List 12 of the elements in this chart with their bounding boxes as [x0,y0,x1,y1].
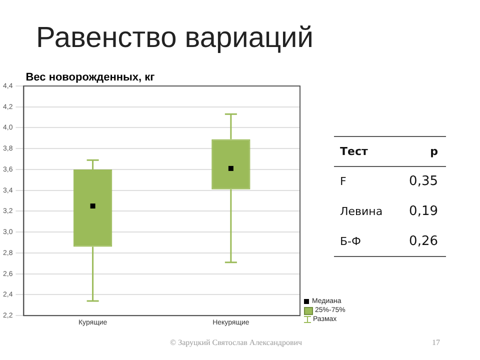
text: Б-Ф [339,234,362,250]
text: 17 [432,338,440,347]
text: p [429,144,439,160]
text: © Заруцкий Святослав Александрович [170,338,302,347]
text: 0,19 [408,203,439,221]
text: Тест [339,144,369,160]
y-axis-title: Вес новорожденных, кг [26,72,156,84]
text: 0,35 [408,173,439,192]
text: Левина [339,204,384,220]
text: 0,26 [408,232,439,251]
chart-title: Равенство вариаций [36,22,314,55]
text: F [339,174,348,190]
